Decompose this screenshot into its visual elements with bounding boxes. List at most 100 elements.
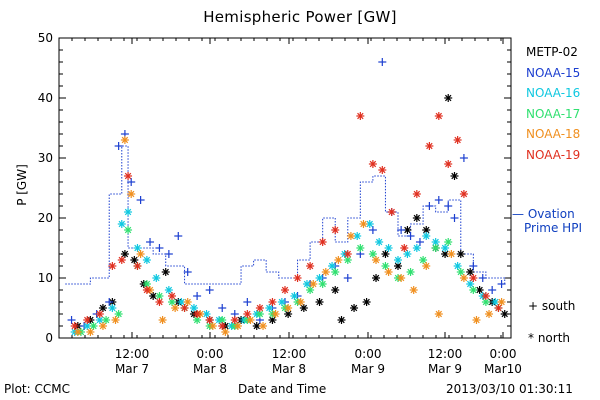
data-point-noaa-15 (155, 244, 164, 252)
data-point-noaa-18 (334, 256, 343, 264)
data-point-metp-02 (412, 214, 421, 222)
plot-frame (58, 37, 512, 339)
legend-item-noaa18: NOAA-18 (526, 127, 581, 142)
data-point-noaa-19 (387, 208, 396, 216)
data-point-noaa-17 (469, 286, 478, 294)
data-point-noaa-17 (114, 310, 123, 318)
data-point-noaa-15 (434, 196, 443, 204)
data-point-metp-02 (299, 304, 308, 312)
data-point-noaa-18 (296, 298, 305, 306)
legend-item-noaa16: NOAA-16 (526, 86, 581, 101)
data-point-noaa-15 (174, 232, 183, 240)
data-point-noaa-19 (108, 262, 117, 270)
data-point-noaa-18 (271, 310, 280, 318)
data-point-metp-02 (120, 250, 129, 258)
data-point-noaa-18 (221, 328, 230, 336)
data-point-noaa-15 (205, 286, 214, 294)
data-point-noaa-15 (488, 286, 497, 294)
data-point-noaa-18 (309, 280, 318, 288)
data-point-noaa-17 (444, 238, 453, 246)
data-point-noaa-15 (136, 196, 145, 204)
data-point-noaa-15 (469, 262, 478, 270)
data-point-noaa-19 (400, 244, 409, 252)
data-point-noaa-16 (384, 244, 393, 252)
data-point-noaa-18 (346, 232, 355, 240)
data-point-noaa-16 (375, 238, 384, 246)
data-point-noaa-19 (70, 322, 79, 330)
data-point-noaa-15 (459, 154, 468, 162)
data-point-noaa-16 (108, 304, 117, 312)
x-axis-label: Date and Time (238, 382, 327, 396)
data-point-metp-02 (500, 310, 509, 318)
data-point-noaa-16 (328, 262, 337, 270)
data-point-metp-02 (337, 316, 346, 324)
data-point-noaa-19 (434, 112, 443, 120)
data-point-noaa-18 (183, 298, 192, 306)
data-point-noaa-16 (394, 256, 402, 264)
data-point-noaa-17 (124, 226, 133, 234)
data-point-noaa-19 (368, 160, 377, 168)
data-point-noaa-19 (218, 322, 227, 330)
data-point-noaa-16 (422, 232, 431, 240)
legend-item-noaa19: NOAA-19 (526, 147, 581, 162)
data-point-metp-02 (98, 304, 107, 312)
data-point-noaa-15 (243, 298, 252, 306)
x-tick-label-date: Mar 8 (193, 362, 227, 376)
data-point-noaa-16 (124, 208, 133, 216)
data-point-noaa-17 (356, 244, 365, 252)
data-point-noaa-18 (98, 322, 107, 330)
legend: METP-02 NOAA-15 NOAA-16 NOAA-17 NOAA-18 … (526, 42, 598, 166)
x-tick-label-date: Mar 9 (351, 362, 385, 376)
x-tick-label-date: Mar 9 (428, 362, 462, 376)
data-point-noaa-19 (155, 298, 164, 306)
data-point-noaa-17 (456, 268, 465, 276)
ovation-hpi-line (65, 145, 506, 285)
data-point-noaa-19 (124, 172, 133, 180)
data-point-noaa-17 (331, 268, 340, 276)
data-point-noaa-15 (425, 202, 434, 210)
data-point-noaa-16 (152, 274, 161, 282)
data-point-noaa-18 (459, 274, 468, 282)
data-point-noaa-19 (281, 286, 289, 294)
x-tick-label-time: 12:00 (272, 347, 307, 361)
data-point-metp-02 (456, 250, 465, 258)
data-point-noaa-18 (246, 316, 255, 324)
data-point-noaa-15 (183, 268, 192, 276)
data-point-noaa-16 (466, 280, 475, 288)
data-point-noaa-18 (208, 322, 217, 330)
data-point-metp-02 (130, 256, 139, 264)
data-point-noaa-19 (469, 274, 478, 282)
data-point-noaa-17 (368, 250, 377, 258)
data-point-noaa-19 (318, 238, 327, 246)
data-point-noaa-18 (171, 304, 180, 312)
data-point-noaa-19 (230, 316, 239, 324)
data-point-noaa-19 (205, 316, 214, 324)
data-point-noaa-16 (441, 244, 450, 252)
data-point-noaa-19 (453, 136, 462, 144)
data-point-noaa-18 (447, 250, 456, 258)
data-point-noaa-17 (343, 256, 352, 264)
data-point-noaa-15 (164, 250, 173, 258)
data-point-noaa-15 (105, 298, 114, 306)
data-point-noaa-18 (284, 304, 293, 312)
data-point-noaa-19 (356, 112, 365, 120)
data-point-noaa-16 (117, 220, 126, 228)
data-point-metp-02 (161, 268, 170, 276)
data-point-noaa-19 (412, 190, 421, 198)
data-point-noaa-16 (189, 304, 198, 312)
data-point-metp-02 (331, 286, 340, 294)
data-point-noaa-17 (255, 310, 264, 318)
data-point-metp-02 (315, 298, 324, 306)
data-point-noaa-19 (331, 226, 340, 234)
data-point-noaa-15 (415, 238, 424, 246)
data-point-noaa-15 (114, 142, 123, 150)
data-point-noaa-19 (268, 298, 277, 306)
data-point-noaa-16 (315, 274, 324, 282)
y-axis-label: P [GW] (15, 164, 29, 206)
y-tick-label: 30 (38, 151, 53, 165)
x-tick-label-time: 0:00 (490, 347, 517, 361)
data-point-noaa-19 (293, 274, 302, 282)
legend-ovation-line2: Prime HPI (524, 221, 582, 235)
x-tick-label-time: 0:00 (197, 347, 224, 361)
data-point-noaa-18 (409, 286, 418, 294)
